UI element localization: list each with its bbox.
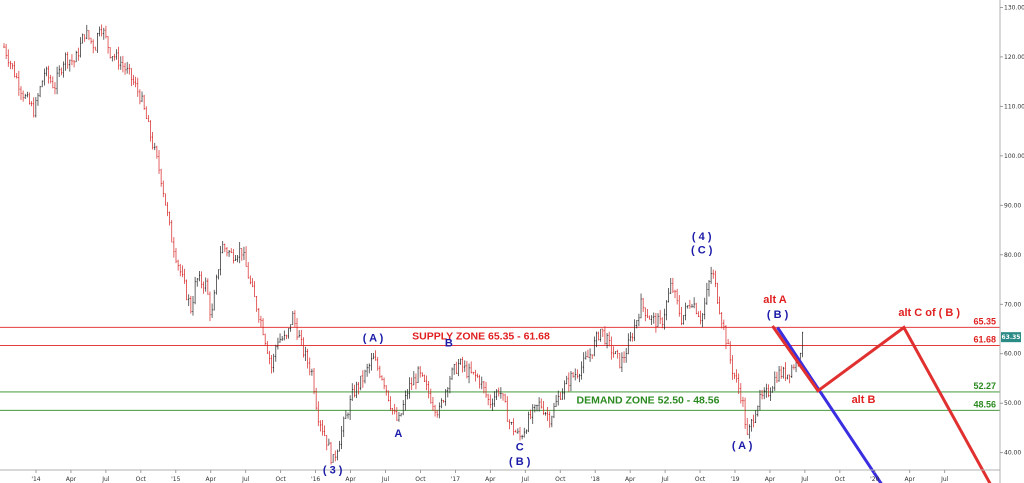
x-tick-label: Oct bbox=[275, 476, 286, 483]
wave-label: C bbox=[516, 442, 524, 454]
wave-label: ( B ) bbox=[767, 309, 789, 321]
y-tick-label: 100.00 bbox=[1004, 153, 1024, 160]
level-label: 61.68 bbox=[973, 334, 996, 344]
wave-labels: ( 3 ) ( A ) A B C ( B ) ( 4 )( C ) ( A ) ( B ) al… bbox=[323, 231, 961, 477]
wave-label: ( A ) bbox=[363, 332, 384, 344]
x-tick-label: Oct bbox=[136, 476, 147, 483]
supply-zone-label: SUPPLY ZONE 65.35 - 61.68 bbox=[412, 330, 550, 342]
x-tick-label: Apr bbox=[625, 476, 636, 483]
x-tick-label: Jul bbox=[940, 476, 949, 483]
wave-label: ( 3 ) bbox=[323, 464, 343, 476]
x-tick-label: Jul bbox=[800, 476, 809, 483]
wave-label: B bbox=[445, 337, 453, 349]
x-axis: '14 Apr Jul Oct '15 Apr Jul Oct '16 Apr Jul Oct '17 A… bbox=[0, 469, 1000, 483]
y-tick-label: 120.00 bbox=[1004, 54, 1024, 61]
y-axis: 130.00 120.00 110.00 100.00 90.00 80.00 70.00 6… bbox=[999, 0, 1024, 483]
last-price-value: 63.35 bbox=[1002, 334, 1021, 341]
x-tick-label: Oct bbox=[555, 476, 566, 483]
x-tick-label: Jul bbox=[660, 476, 669, 483]
x-tick-label: Jul bbox=[381, 476, 390, 483]
x-tick-label: '16 bbox=[311, 476, 320, 483]
last-price-tag: 63.35 bbox=[1001, 332, 1021, 343]
wave-label: A bbox=[394, 428, 402, 440]
x-tick-label: '17 bbox=[451, 476, 460, 483]
x-tick-label: '19 bbox=[730, 476, 739, 483]
y-tick-label: 130.00 bbox=[1004, 4, 1024, 11]
wave-label: alt C of ( B ) bbox=[898, 307, 960, 319]
x-tick-label: Oct bbox=[835, 476, 846, 483]
x-tick-label: Jul bbox=[521, 476, 530, 483]
x-tick-label: Apr bbox=[66, 476, 77, 483]
x-tick-label: Apr bbox=[485, 476, 496, 483]
x-tick-label: '15 bbox=[171, 476, 180, 483]
last-price-badge bbox=[1001, 332, 1021, 343]
wave-label: ( B ) bbox=[509, 456, 531, 468]
level-label: 48.56 bbox=[973, 399, 996, 409]
wave-label: alt B bbox=[852, 394, 876, 406]
horizontal-levels bbox=[0, 326, 1000, 411]
projection-primary bbox=[776, 326, 883, 483]
y-tick-label: 50.00 bbox=[1004, 400, 1021, 407]
level-labels: 65.35 61.68 52.27 48.56 bbox=[973, 316, 996, 409]
level-label: 65.35 bbox=[973, 316, 996, 326]
projection-alternate bbox=[771, 325, 992, 483]
x-tick-label: Jul bbox=[101, 476, 110, 483]
y-tick-label: 110.00 bbox=[1004, 103, 1024, 110]
wave-label: ( A ) bbox=[732, 440, 753, 452]
projection-lines bbox=[771, 325, 992, 483]
x-tick-label: Apr bbox=[345, 476, 356, 483]
y-tick-label: 80.00 bbox=[1004, 252, 1021, 259]
x-tick-label: '20 bbox=[870, 476, 879, 483]
x-tick-label: Apr bbox=[905, 476, 916, 483]
x-tick-label: Apr bbox=[206, 476, 217, 483]
x-tick-label: '14 bbox=[31, 476, 40, 483]
x-tick-label: Jul bbox=[241, 476, 250, 483]
y-tick-label: 90.00 bbox=[1004, 202, 1021, 209]
wave-label: ( 4 ) bbox=[692, 231, 712, 243]
demand-zone-label: DEMAND ZONE 52.50 - 48.56 bbox=[577, 395, 720, 407]
level-label: 52.27 bbox=[973, 381, 996, 391]
y-tick-label: 70.00 bbox=[1004, 301, 1021, 308]
x-tick-label: Oct bbox=[415, 476, 426, 483]
y-tick-label: 60.00 bbox=[1004, 351, 1021, 358]
wave-label: ( C ) bbox=[691, 244, 713, 256]
wave-label: alt A bbox=[763, 294, 786, 306]
x-tick-label: '18 bbox=[591, 476, 600, 483]
y-tick-label: 40.00 bbox=[1004, 450, 1021, 457]
x-tick-label: Apr bbox=[765, 476, 776, 483]
zone-labels: SUPPLY ZONE 65.35 - 61.68 DEMAND ZONE 52.… bbox=[412, 330, 720, 406]
x-tick-label: Oct bbox=[695, 476, 706, 483]
